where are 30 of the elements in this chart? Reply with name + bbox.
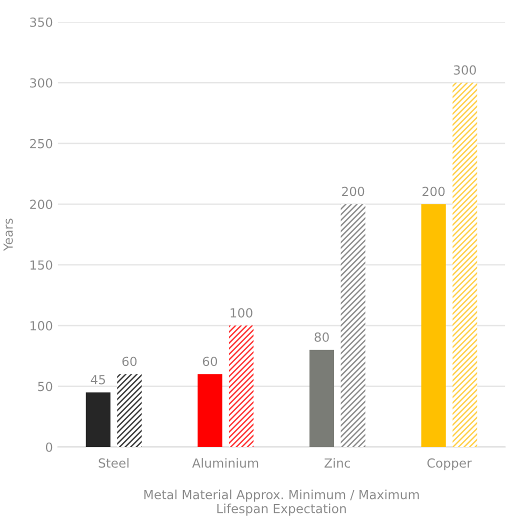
bar [421,204,446,447]
data-label: 60 [122,356,137,366]
data-label: 200 [422,186,445,196]
y-tick-label: 100 [30,321,52,330]
x-tick-label: Steel [98,458,128,468]
data-label: 45 [90,375,106,384]
data-label: 300 [454,65,476,75]
y-tick-label: 200 [30,200,52,210]
y-tick-label: 150 [30,260,52,270]
y-axis-title: Years [4,218,13,252]
data-label: 100 [230,308,252,318]
bar [309,350,334,447]
x-tick-label: Copper [427,458,472,470]
y-tick-label: 50 [38,382,52,392]
y-tick-label: 350 [30,17,52,27]
bar [117,374,142,447]
data-label: 200 [342,186,364,196]
bar [340,204,366,447]
y-tick-label: 300 [30,78,52,88]
bar [452,82,478,447]
data-label: 80 [314,332,329,342]
x-tick-label: Zinc [324,458,350,468]
bar [198,374,222,447]
bar [228,326,254,447]
y-tick-label: 0 [46,442,52,452]
data-label: 60 [202,356,218,366]
y-tick-label: 250 [30,138,52,148]
x-tick-label: Aluminium [192,458,258,468]
bar [86,392,110,447]
x-axis-title: Metal Material Approx. Minimum / Maximum Lifespan Expectation [144,490,419,516]
